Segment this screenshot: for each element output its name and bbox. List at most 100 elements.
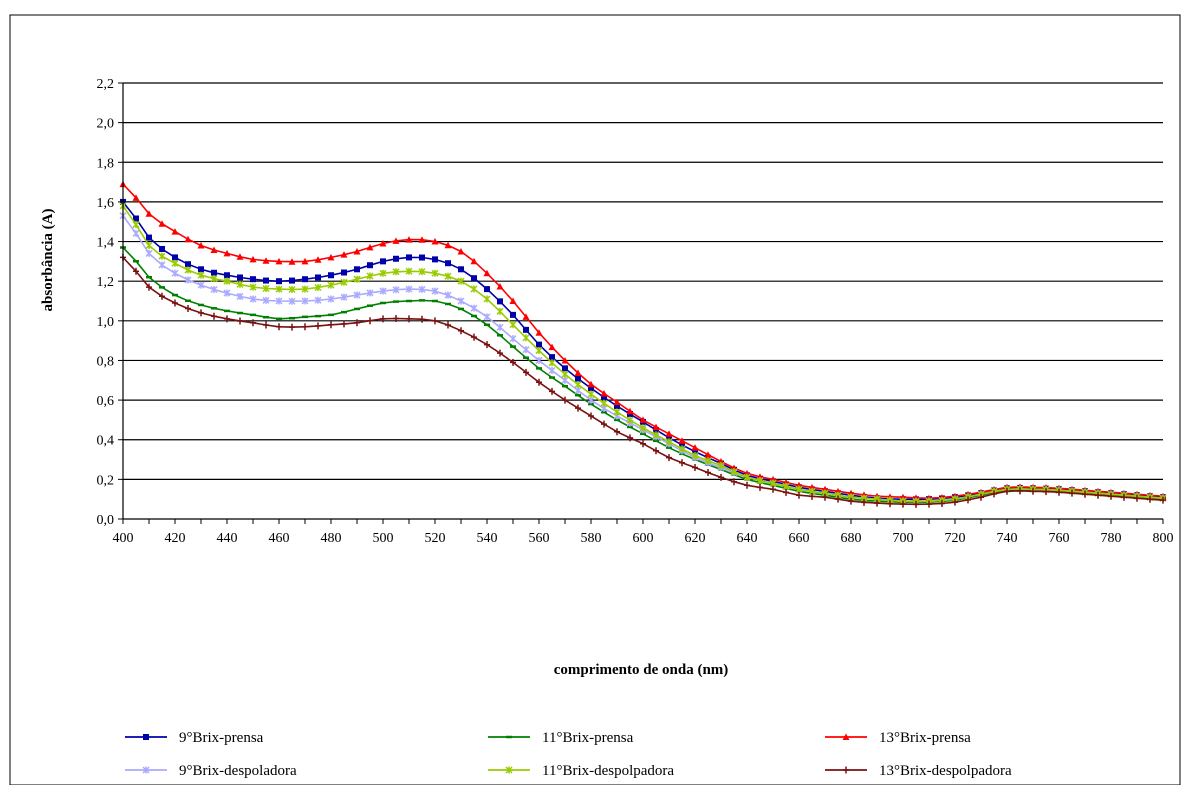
data-point — [315, 274, 321, 281]
data-point — [470, 285, 478, 293]
legend-label: 11°Brix-despolpadora — [542, 763, 674, 779]
data-point — [679, 459, 685, 467]
data-point — [458, 327, 464, 335]
data-point — [939, 499, 945, 507]
data-point — [198, 266, 204, 273]
data-point — [288, 258, 296, 265]
data-point — [1056, 488, 1062, 496]
data-point — [405, 236, 413, 243]
x-tick-label: 620 — [685, 531, 706, 546]
data-point — [393, 314, 399, 322]
data-point — [587, 396, 595, 404]
data-point — [197, 271, 205, 279]
data-point — [471, 275, 477, 282]
y-tick-label: 0,0 — [97, 513, 115, 528]
data-point — [276, 278, 282, 285]
x-tick-label: 460 — [269, 531, 290, 546]
data-point — [1030, 487, 1036, 495]
data-point — [614, 428, 620, 436]
y-tick-label: 1,4 — [97, 236, 115, 251]
legend-marker — [143, 734, 149, 740]
data-point — [587, 390, 595, 398]
x-tick-label: 560 — [529, 531, 550, 546]
data-point — [289, 277, 295, 284]
data-point — [601, 394, 607, 401]
data-point — [211, 269, 217, 276]
data-point — [652, 431, 660, 439]
data-point — [341, 320, 347, 328]
legend-marker — [842, 733, 850, 740]
data-point — [535, 329, 543, 336]
data-point — [666, 434, 672, 441]
data-point — [275, 257, 283, 265]
y-tick-label: 1,0 — [97, 315, 115, 330]
data-point — [770, 485, 776, 493]
data-point — [250, 276, 256, 283]
data-point — [704, 451, 712, 458]
legend-marker — [843, 766, 849, 774]
data-point — [328, 272, 334, 279]
data-point — [262, 257, 270, 264]
x-axis-title: comprimento de onda (nm) — [554, 662, 729, 678]
data-point — [132, 229, 140, 237]
series-6 — [120, 253, 1166, 508]
data-point — [549, 387, 555, 395]
data-point — [392, 286, 400, 294]
data-point — [327, 253, 335, 261]
data-point — [432, 256, 438, 263]
data-point — [445, 260, 451, 267]
data-point — [769, 479, 777, 487]
data-point — [250, 319, 256, 327]
data-point — [185, 305, 191, 313]
data-point — [444, 291, 452, 299]
data-point — [224, 272, 230, 279]
data-point — [158, 261, 166, 269]
data-point — [691, 452, 699, 460]
data-point — [185, 261, 191, 268]
data-point — [171, 228, 179, 235]
data-point — [562, 396, 568, 404]
data-point — [665, 430, 673, 437]
legend-item: 11°Brix-prensa — [488, 730, 634, 746]
x-tick-label: 760 — [1049, 531, 1070, 546]
data-point — [406, 254, 412, 261]
x-tick-label: 700 — [893, 531, 914, 546]
y-tick-label: 0,2 — [97, 473, 115, 488]
data-point — [535, 347, 543, 355]
data-point — [575, 375, 581, 382]
legend-item: 13°Brix-prensa — [825, 730, 971, 746]
x-tick-label: 420 — [165, 531, 186, 546]
data-point — [172, 299, 178, 307]
data-point — [198, 309, 204, 317]
data-point — [730, 468, 738, 476]
data-point — [756, 477, 764, 485]
data-point — [548, 343, 556, 351]
data-point — [704, 457, 712, 465]
data-point — [458, 266, 464, 273]
data-point — [1160, 496, 1166, 504]
data-point — [262, 296, 270, 304]
data-point — [613, 408, 621, 416]
data-point — [731, 478, 737, 486]
data-point — [665, 438, 673, 446]
data-point — [809, 492, 815, 500]
data-point — [1082, 490, 1088, 498]
data-point — [691, 444, 699, 451]
y-tick-label: 1,6 — [97, 196, 115, 211]
data-point — [743, 473, 751, 481]
data-point — [301, 285, 309, 293]
x-tick-label: 500 — [373, 531, 394, 546]
data-point — [588, 412, 594, 420]
y-tick-label: 1,8 — [97, 156, 115, 171]
data-point — [288, 285, 296, 294]
data-point — [145, 210, 153, 217]
data-point — [457, 297, 465, 305]
data-point — [496, 323, 504, 331]
data-point — [379, 240, 387, 247]
data-point — [379, 287, 387, 295]
data-point — [354, 266, 360, 273]
data-point — [652, 423, 660, 431]
data-point — [263, 277, 269, 284]
data-point — [653, 447, 659, 455]
data-point — [678, 437, 686, 444]
